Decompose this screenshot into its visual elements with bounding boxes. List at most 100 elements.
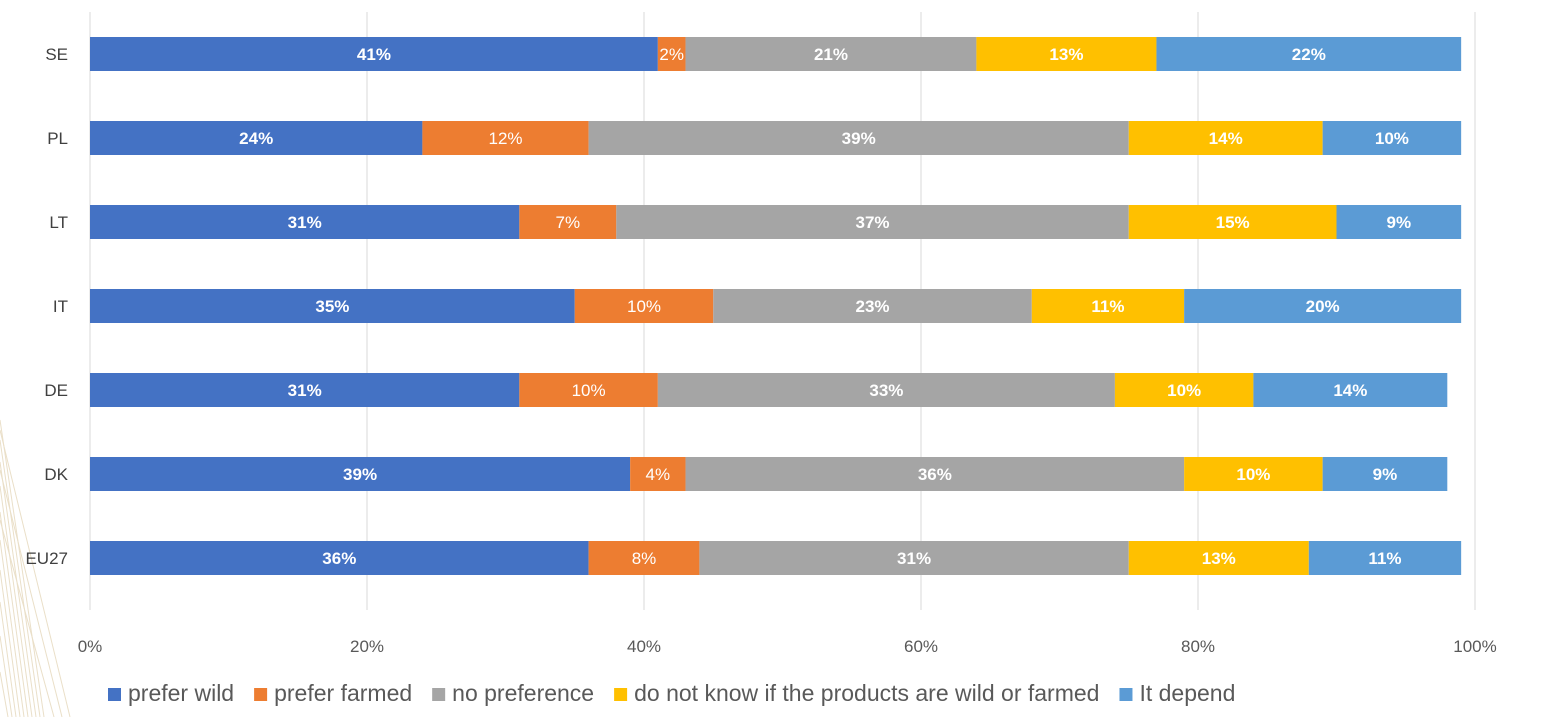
legend-swatch (432, 688, 446, 701)
data-label: 31% (897, 549, 931, 568)
data-label: 20% (1306, 297, 1340, 316)
legend-swatch (614, 688, 628, 701)
bar-segment (90, 37, 658, 71)
bar-segment (713, 289, 1032, 323)
x-tick-label: 0% (78, 637, 103, 656)
legend: prefer wild prefer farmed no preference do … (108, 680, 1235, 706)
data-label: 10% (627, 297, 661, 316)
bar-segment (1322, 121, 1462, 155)
data-label: 11% (1368, 549, 1401, 568)
bar-segment (685, 457, 1185, 491)
bar-segment (574, 289, 714, 323)
bar-segment (90, 121, 423, 155)
legend-swatch (254, 688, 268, 701)
bar-segment (657, 37, 686, 71)
data-label: 11% (1091, 297, 1124, 316)
data-label: 33% (869, 381, 903, 400)
x-tick-label: 40% (627, 637, 661, 656)
bar-segment (1156, 37, 1462, 71)
data-label: 37% (856, 213, 890, 232)
data-label: 7% (556, 213, 581, 232)
bar-segment (1322, 457, 1448, 491)
value-axis-labels: 0% 20% 40% 60% 80% 100% (78, 637, 1497, 656)
data-label: 31% (288, 381, 322, 400)
bar-segment (519, 205, 617, 239)
data-label: 35% (315, 297, 349, 316)
bar-segment (90, 457, 631, 491)
data-label: 13% (1049, 45, 1083, 64)
bar-segment (685, 37, 977, 71)
legend-label: prefer farmed (274, 680, 412, 706)
category-label: SE (45, 45, 68, 64)
bar-segments (90, 37, 1462, 575)
bar-segment (519, 373, 658, 407)
bar-segment (1184, 457, 1323, 491)
data-label: 12% (488, 129, 522, 148)
legend-label: prefer wild (128, 680, 234, 706)
bar-segment (422, 121, 589, 155)
data-label: 2% (659, 45, 684, 64)
data-label: 15% (1216, 213, 1250, 232)
bar-segment (699, 541, 1129, 575)
bar-segment (630, 457, 686, 491)
category-label: EU27 (25, 549, 68, 568)
bar-segment (616, 205, 1129, 239)
data-label: 10% (1236, 465, 1270, 484)
data-label: 13% (1202, 549, 1236, 568)
x-tick-label: 60% (904, 637, 938, 656)
x-tick-label: 20% (350, 637, 384, 656)
data-label: 39% (842, 129, 876, 148)
bar-segment (1253, 373, 1448, 407)
category-label: LT (49, 213, 68, 232)
background-decoration (0, 419, 71, 717)
category-label: PL (47, 129, 68, 148)
data-label: 24% (239, 129, 273, 148)
bar-segment (588, 541, 700, 575)
data-label: 10% (1375, 129, 1409, 148)
data-label: 9% (1387, 213, 1412, 232)
bar-segment (657, 373, 1115, 407)
bar-segment (1128, 121, 1323, 155)
bar-segment (588, 121, 1129, 155)
data-label: 31% (288, 213, 322, 232)
data-label: 14% (1333, 381, 1367, 400)
data-label: 39% (343, 465, 377, 484)
category-label: DE (44, 381, 68, 400)
legend-swatch (1119, 688, 1133, 701)
bar-segment (90, 205, 520, 239)
bar-segment (90, 541, 589, 575)
category-label: DK (44, 465, 68, 484)
bar-segment (1308, 541, 1462, 575)
bar-segment (1128, 205, 1337, 239)
data-label: 36% (322, 549, 356, 568)
bar-segment (90, 289, 575, 323)
data-label: 9% (1373, 465, 1398, 484)
legend-label: It depend (1139, 680, 1235, 706)
bar-segment (1031, 289, 1185, 323)
legend-label: do not know if the products are wild or … (634, 680, 1099, 706)
data-label: 8% (632, 549, 657, 568)
data-labels: 41% 2% 21% 13% 22% 24% 12% 39% 14% 10% 31% 7% 37% 15%… (239, 45, 1411, 568)
category-axis-labels: SE PL LT IT DE DK EU27 (25, 45, 68, 568)
bar-segment (976, 37, 1157, 71)
data-label: 22% (1292, 45, 1326, 64)
data-label: 10% (1167, 381, 1201, 400)
legend-label: no preference (452, 680, 594, 706)
bar-segment (1336, 205, 1462, 239)
bar-segment (1114, 373, 1254, 407)
data-label: 10% (572, 381, 606, 400)
data-label: 23% (856, 297, 890, 316)
bar-segment (90, 373, 520, 407)
bar-segment (1184, 289, 1462, 323)
data-label: 41% (357, 45, 391, 64)
data-label: 36% (918, 465, 952, 484)
x-tick-label: 80% (1181, 637, 1215, 656)
legend-swatch (108, 688, 121, 701)
data-label: 4% (646, 465, 671, 484)
data-label: 14% (1209, 129, 1243, 148)
x-tick-label: 100% (1453, 637, 1496, 656)
data-label: 21% (814, 45, 848, 64)
category-label: IT (53, 297, 68, 316)
bar-segment (1128, 541, 1309, 575)
